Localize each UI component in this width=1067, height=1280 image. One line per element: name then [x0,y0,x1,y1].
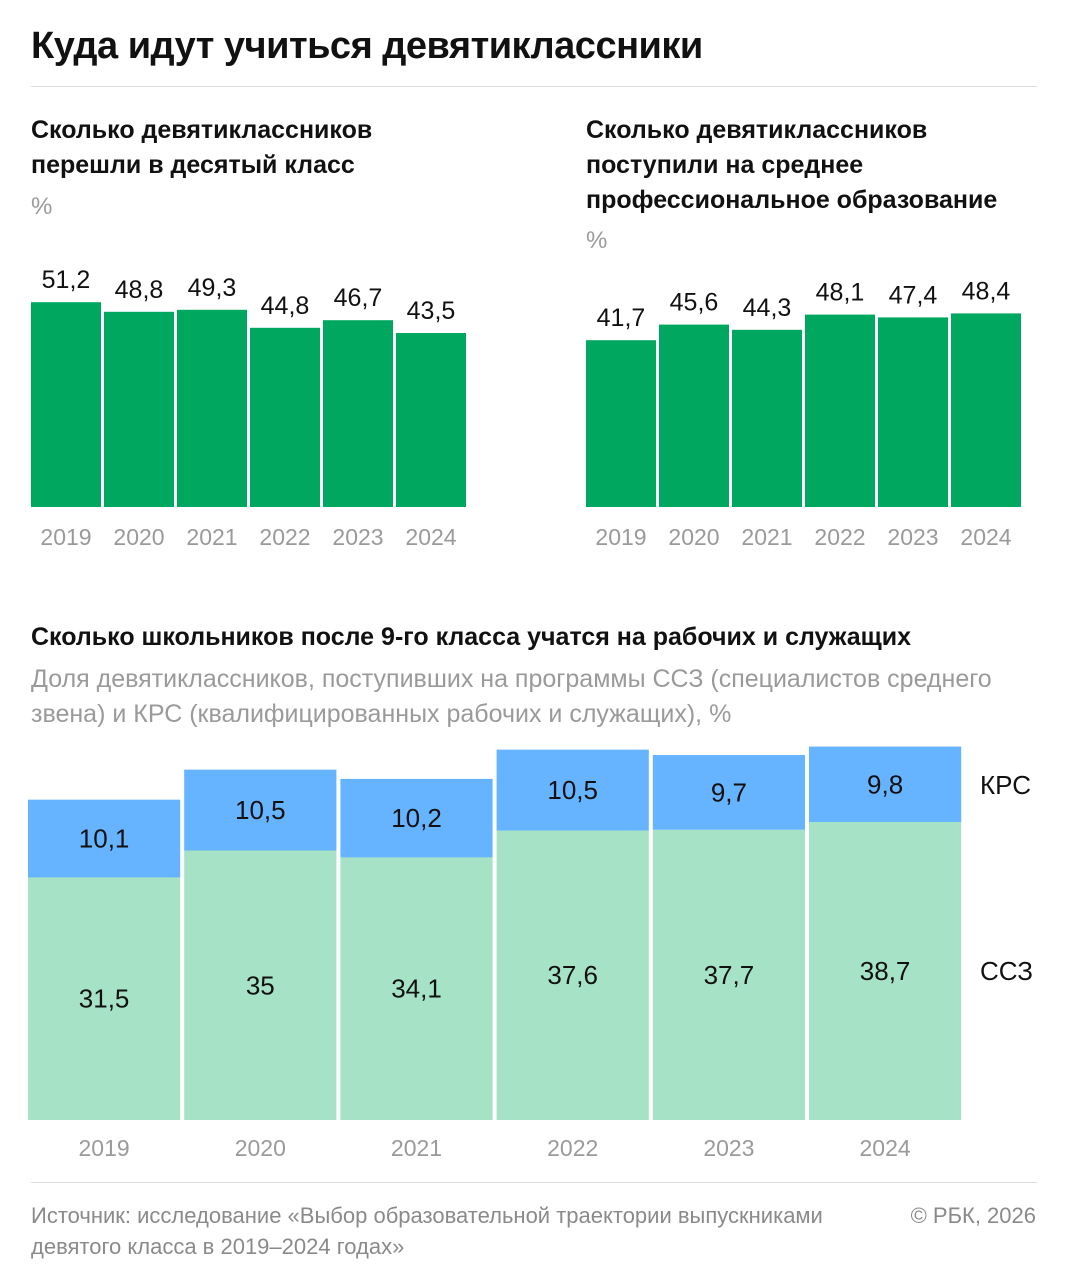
x-tick-left-2020: 2020 [113,524,164,550]
x-tick-right-2021: 2021 [741,524,792,550]
series-label-ssz: ССЗ [980,956,1033,986]
chart-left-title: Сколько девятиклассников перешли в десят… [31,116,373,179]
x-tick-bottom-2021: 2021 [391,1135,442,1161]
value-label-left-2023: 46,7 [334,284,383,312]
bar-right-2021 [732,329,802,507]
stack-ssz-2021 [340,857,493,1120]
value-label-right-2021: 44,3 [743,294,792,322]
stack-krs-2024 [809,746,962,823]
footer-divider [31,1182,1037,1183]
value-label-krs-2023: 9,7 [711,777,747,807]
x-tick-right-2022: 2022 [814,524,865,550]
bar-right-2024 [951,313,1021,507]
value-label-right-2019: 41,7 [597,304,646,332]
value-label-krs-2022: 10,5 [547,775,598,805]
bar-right-2023 [878,317,948,507]
chart-left-unit: % [31,193,53,220]
value-label-ssz-2019: 31,5 [79,984,130,1014]
footer-copyright: © РБК, 2026 [910,1203,1036,1228]
value-label-ssz-2024: 38,7 [860,956,911,986]
value-label-right-2024: 48,4 [962,277,1011,305]
x-tick-left-2021: 2021 [186,524,237,550]
bar-right-2022 [805,314,875,507]
value-label-krs-2024: 9,8 [867,769,903,799]
stack-ssz-2020 [184,850,337,1120]
value-label-ssz-2020: 35 [246,970,275,1000]
bar-left-2021 [177,309,247,507]
x-tick-right-2023: 2023 [887,524,938,550]
value-label-left-2020: 48,8 [115,276,164,304]
chart-bottom-note: Доля девятиклассников, поступивших на пр… [31,665,992,728]
stack-ssz-2024 [809,822,962,1120]
series-label-krs: КРС [980,770,1031,800]
stack-krs-2019 [28,799,181,878]
stack-krs-2023 [652,755,805,830]
stack-ssz-2022 [496,830,649,1120]
x-tick-right-2019: 2019 [595,524,646,550]
chart-bottom-title: Сколько школьников после 9-го класса уча… [31,623,912,651]
stack-ssz-2023 [652,829,805,1120]
value-label-krs-2019: 10,1 [79,824,130,854]
x-tick-bottom-2019: 2019 [79,1135,130,1161]
chart-right-unit: % [586,227,608,254]
x-tick-left-2023: 2023 [332,524,383,550]
value-label-right-2022: 48,1 [816,279,865,307]
x-tick-bottom-2023: 2023 [703,1135,754,1161]
value-label-krs-2021: 10,2 [391,803,442,833]
value-label-right-2020: 45,6 [670,289,719,317]
x-tick-right-2020: 2020 [668,524,719,550]
bar-left-2023 [323,320,393,507]
page-title: Куда идут учиться девятиклассники [31,25,703,67]
bar-left-2024 [396,333,466,507]
stack-krs-2021 [340,778,493,858]
value-label-left-2021: 49,3 [188,274,237,302]
footer-source: Источник: исследование «Выбор образовате… [31,1203,823,1259]
value-label-ssz-2021: 34,1 [391,974,442,1004]
bar-left-2022 [250,327,320,507]
x-tick-left-2022: 2022 [259,524,310,550]
value-label-left-2019: 51,2 [42,266,91,294]
stack-ssz-2019 [28,877,181,1120]
chart-right-title: Сколько девятиклассников поступили на ср… [586,116,998,214]
x-tick-right-2024: 2024 [960,524,1011,550]
bar-right-2019 [586,340,656,507]
x-tick-bottom-2024: 2024 [860,1135,911,1161]
x-tick-left-2019: 2019 [40,524,91,550]
value-label-right-2023: 47,4 [889,281,938,309]
x-tick-left-2024: 2024 [405,524,456,550]
value-label-left-2024: 43,5 [407,297,456,325]
value-label-ssz-2022: 37,6 [547,960,598,990]
bar-left-2020 [104,311,174,507]
x-tick-bottom-2020: 2020 [235,1135,286,1161]
bar-left-2019 [31,302,101,507]
x-tick-bottom-2022: 2022 [547,1135,598,1161]
value-label-krs-2020: 10,5 [235,795,286,825]
value-label-left-2022: 44,8 [261,292,310,320]
stack-krs-2022 [496,749,649,831]
bar-right-2020 [659,324,729,507]
value-label-ssz-2023: 37,7 [704,960,755,990]
stack-krs-2020 [184,769,337,851]
title-divider [31,86,1037,87]
